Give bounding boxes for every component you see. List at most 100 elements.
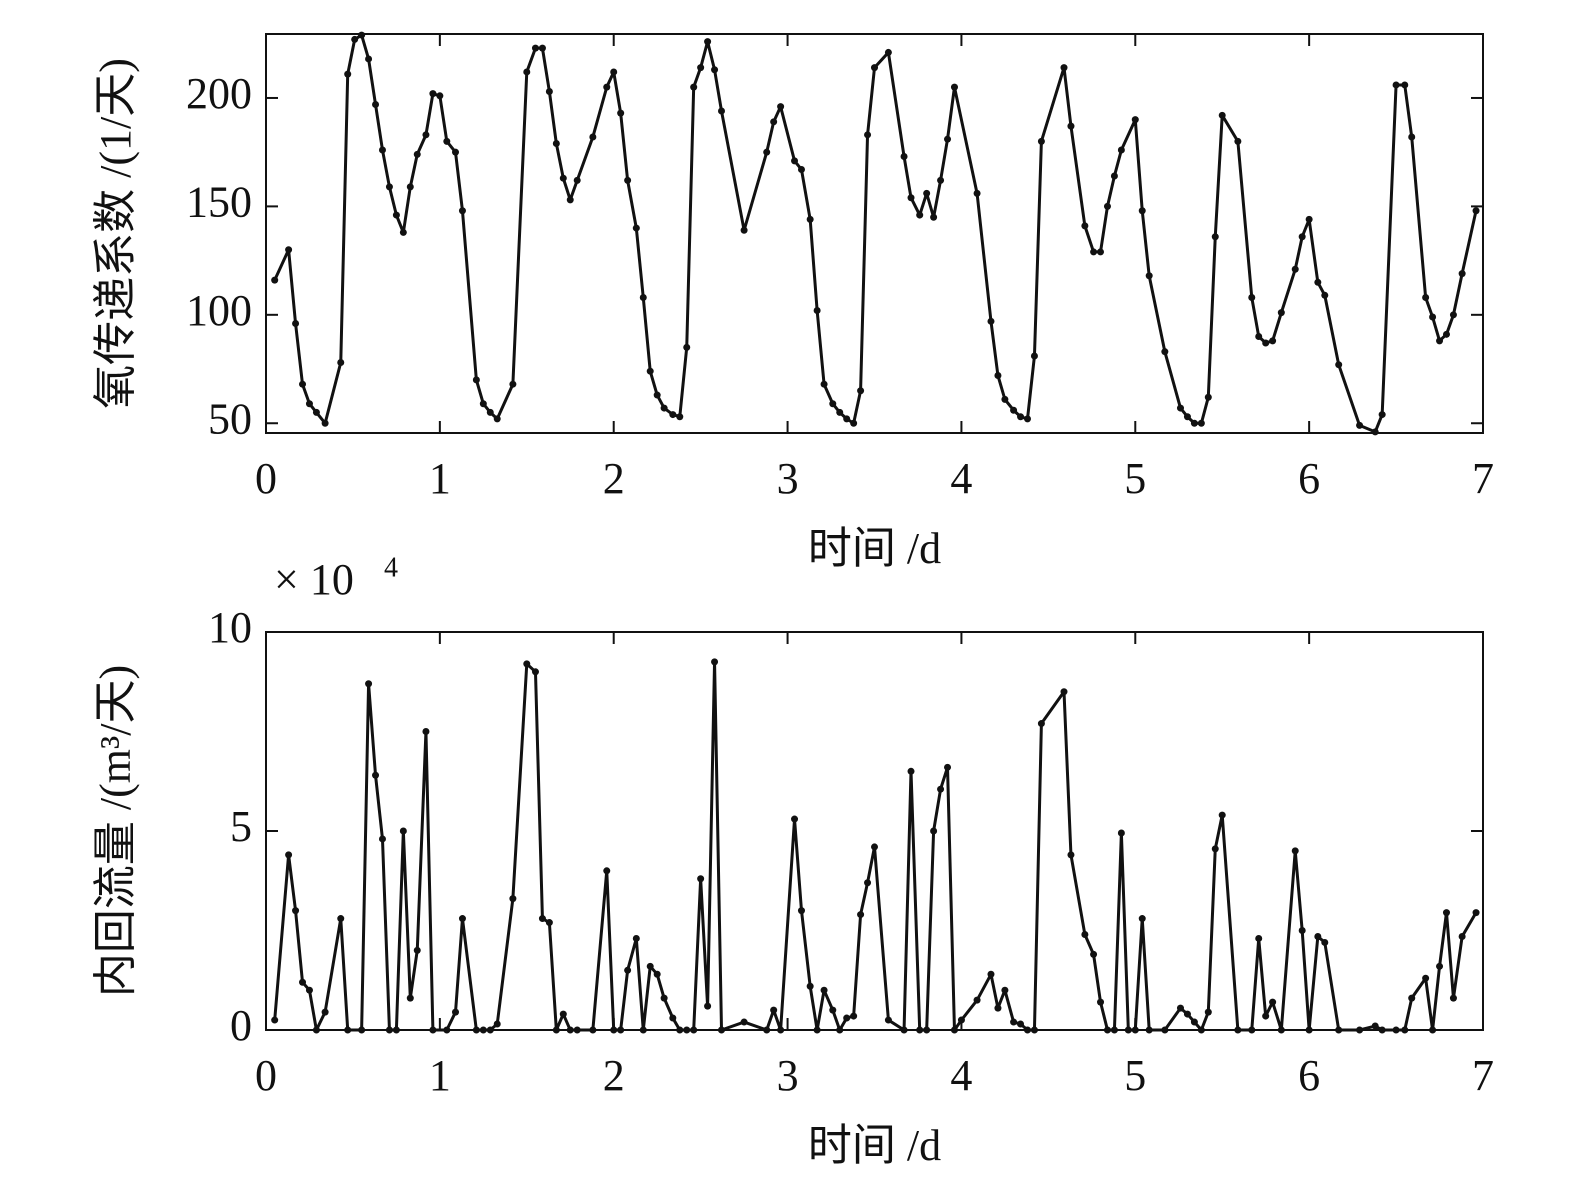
data-point	[305, 400, 313, 408]
data-point	[690, 83, 698, 91]
data-point	[777, 1026, 785, 1034]
data-point	[1356, 421, 1364, 429]
data-point	[422, 131, 430, 139]
data-point	[930, 213, 938, 221]
data-point	[493, 415, 501, 423]
data-point	[523, 68, 531, 76]
data-point	[271, 1016, 279, 1024]
data-point	[632, 224, 640, 232]
data-point	[1234, 137, 1242, 145]
data-point	[683, 343, 691, 351]
data-point	[1321, 938, 1329, 946]
data-point	[973, 189, 981, 197]
data-point	[509, 895, 517, 903]
data-point	[1204, 393, 1212, 401]
data-point	[1291, 265, 1299, 273]
data-point	[566, 196, 574, 204]
data-point	[545, 919, 553, 927]
data-point	[458, 915, 466, 923]
data-point	[1131, 116, 1139, 124]
data-point	[531, 44, 539, 52]
x-tick-label: 7	[1472, 454, 1494, 503]
data-point	[857, 911, 865, 919]
data-point	[1378, 1026, 1386, 1034]
y-tick-label: 200	[186, 69, 252, 118]
data-point	[566, 1026, 574, 1034]
data-point	[1090, 950, 1098, 958]
x-tick-label: 2	[603, 454, 625, 503]
data-point	[617, 109, 625, 117]
data-point	[385, 1026, 393, 1034]
data-point	[1321, 291, 1329, 299]
data-point	[422, 728, 430, 735]
data-point	[1176, 404, 1184, 412]
data-point	[820, 986, 828, 994]
data-point	[676, 413, 684, 421]
data-point	[1183, 413, 1191, 421]
data-point	[429, 1026, 437, 1034]
data-point	[1197, 1026, 1205, 1034]
data-point	[538, 44, 546, 52]
data-point	[864, 131, 872, 139]
x-tick-label: 1	[429, 454, 451, 503]
data-point	[603, 867, 611, 875]
data-point	[321, 1008, 329, 1016]
data-point	[1097, 248, 1105, 256]
data-point	[864, 879, 872, 887]
data-point	[1314, 932, 1322, 940]
data-point	[669, 411, 677, 419]
data-point	[676, 1026, 684, 1034]
data-point	[1335, 361, 1343, 369]
data-point	[486, 1026, 494, 1034]
data-point	[740, 226, 748, 234]
data-point	[937, 176, 945, 184]
data-point	[1117, 146, 1125, 154]
x-tick-label: 5	[1124, 1051, 1146, 1100]
data-point	[1138, 915, 1146, 923]
data-point	[1472, 909, 1480, 917]
data-point	[1161, 348, 1169, 356]
data-point	[559, 1010, 567, 1018]
data-point	[930, 827, 938, 835]
data-point	[1392, 1026, 1400, 1034]
data-point	[829, 400, 837, 408]
x-tick-label: 4	[950, 454, 972, 503]
data-point	[1037, 137, 1045, 145]
data-point	[1211, 845, 1219, 853]
data-point	[1356, 1026, 1364, 1034]
data-point	[916, 1026, 924, 1034]
data-point	[610, 1026, 618, 1034]
data-point	[1176, 1004, 1184, 1012]
data-point	[1298, 927, 1306, 934]
data-point	[573, 1026, 581, 1034]
data-point	[1023, 1026, 1031, 1034]
data-point	[399, 228, 407, 236]
data-point	[1472, 207, 1480, 215]
data-point	[791, 157, 799, 165]
data-point	[944, 763, 952, 771]
data-point	[820, 380, 828, 388]
data-point	[344, 70, 352, 78]
data-point	[392, 211, 400, 219]
data-point	[458, 207, 466, 215]
data-point	[1429, 1026, 1437, 1034]
data-point	[1145, 272, 1153, 280]
data-point	[1255, 934, 1263, 942]
y-tick-label: 100	[186, 286, 252, 335]
data-point	[660, 994, 668, 1002]
data-point	[1436, 337, 1444, 345]
data-point	[704, 1002, 712, 1010]
data-point	[552, 1026, 560, 1034]
data-point	[711, 658, 719, 666]
data-point	[813, 1026, 821, 1034]
data-point	[413, 150, 421, 158]
y-axis-label: 内回流量 /(m³/天)	[91, 665, 140, 997]
data-point	[312, 408, 320, 416]
data-point	[1117, 829, 1125, 837]
data-point	[1145, 1026, 1153, 1034]
data-point	[285, 851, 293, 859]
data-point	[806, 982, 814, 990]
plot-frame	[265, 631, 1484, 1031]
data-point	[950, 83, 958, 91]
